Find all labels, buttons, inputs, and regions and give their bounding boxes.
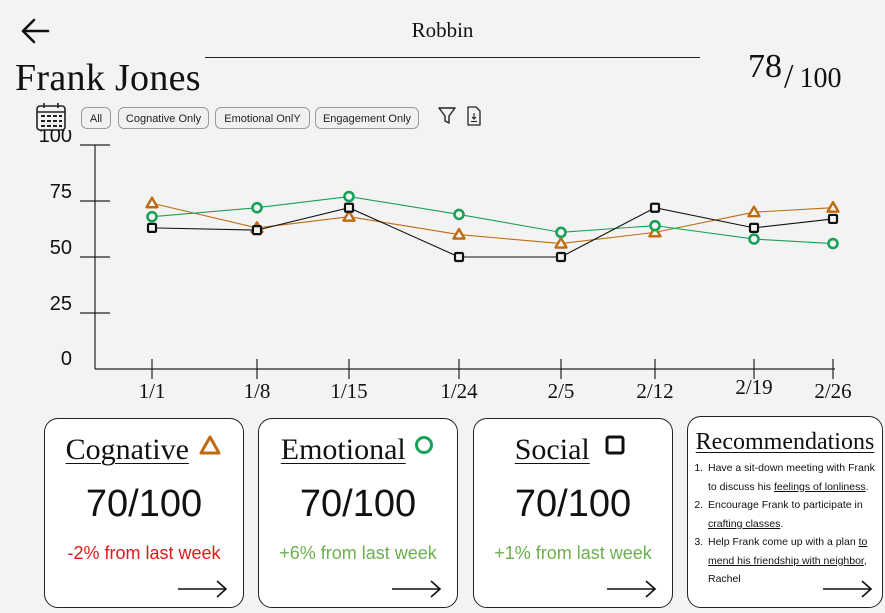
emotional-data-point xyxy=(748,233,760,245)
x-tick-label: 2/26 xyxy=(814,379,851,403)
x-tick-label: 1/1 xyxy=(139,379,166,403)
cognitive-card-title-text: Cognative xyxy=(65,433,189,466)
social-data-point xyxy=(827,213,839,225)
arrow-right-icon[interactable] xyxy=(391,579,443,599)
recommendation-text: , Rachel xyxy=(708,554,867,586)
cognitive-data-point xyxy=(648,225,662,238)
funnel-filter-icon[interactable] xyxy=(438,106,456,126)
chart-axes xyxy=(80,144,835,379)
x-tick-label: 1/8 xyxy=(244,379,271,403)
social-data-point xyxy=(146,222,158,233)
x-tick-label: 2/19 xyxy=(735,375,772,399)
recommendation-item: Have a sit-down meeting with Frank to di… xyxy=(706,459,876,496)
social-score-card[interactable]: Social 70/100 +1% from last week xyxy=(473,418,673,608)
emotional-data-point xyxy=(649,219,661,232)
triangle-icon xyxy=(199,435,221,455)
recommendation-item: Help Frank come up with a plan to mend h… xyxy=(706,533,876,589)
calendar-icon[interactable] xyxy=(35,102,67,132)
circle-icon xyxy=(415,436,434,454)
recommendation-link[interactable]: crafting classes xyxy=(708,517,781,530)
header-divider xyxy=(205,57,700,58)
trend-line-chart: 100 75 50 25 0 1/1 1/8 1/15 1/24 2/5 2/12 2/19 2/26 xyxy=(39,130,852,403)
cognitive-data-point xyxy=(452,227,466,240)
social-weekly-change: +1% from last week xyxy=(494,543,652,563)
overall-score: 78/100 xyxy=(748,48,842,96)
emotional-card-title: Emotional xyxy=(259,433,457,467)
x-tick-label: 1/15 xyxy=(330,379,367,403)
x-tick-label: 1/24 xyxy=(440,379,478,403)
emotional-data-point xyxy=(251,201,263,214)
x-axis-labels: 1/1 1/8 1/15 1/24 2/5 2/12 2/19 2/26 xyxy=(139,375,852,403)
emotional-data-point xyxy=(555,226,567,239)
arrow-right-icon[interactable] xyxy=(606,579,658,599)
cognitive-data-point xyxy=(826,201,840,213)
patient-name: Frank Jones xyxy=(15,57,201,99)
cognitive-data-point xyxy=(747,205,761,218)
recommendation-text: Help Frank come up with a plan xyxy=(708,536,859,548)
social-card-title: Social xyxy=(474,433,672,467)
emotional-score-card[interactable]: Emotional 70/100 +6% from last week xyxy=(258,418,458,608)
recommendation-text: . xyxy=(865,480,869,493)
emotional-data-point xyxy=(146,210,158,223)
arrow-right-icon[interactable] xyxy=(822,579,874,599)
social-data-point xyxy=(453,251,465,263)
social-card-title-text: Social xyxy=(514,433,590,466)
recommendation-text: Encourage Frank to participate in xyxy=(708,499,863,511)
y-tick-label: 100 xyxy=(39,130,72,147)
emotional-data-point xyxy=(827,237,839,250)
social-score-value: 70/100 xyxy=(514,483,632,525)
recommendation-item: Encourage Frank to participate in crafti… xyxy=(706,496,876,533)
recommendations-list: Have a sit-down meeting with Frank to di… xyxy=(694,459,876,589)
emotional-data-point xyxy=(343,190,355,203)
back-arrow-icon[interactable] xyxy=(18,14,52,48)
emotional-score-value: 70/100 xyxy=(299,483,417,525)
social-data-point xyxy=(555,251,567,263)
document-download-icon[interactable] xyxy=(466,106,482,126)
cognitive-score-card[interactable]: Cognative 70/100 -2% from last week xyxy=(44,418,244,608)
social-series-line xyxy=(151,207,834,258)
emotional-card-title-text: Emotional xyxy=(280,433,406,466)
filter-cognitive-chip[interactable]: Cognative Only xyxy=(118,107,209,129)
y-tick-label: 25 xyxy=(50,293,72,315)
recommendation-text: . xyxy=(780,517,784,530)
emotional-weekly-change: +6% from last week xyxy=(279,543,437,563)
filter-engagement-chip[interactable]: Engagement Only xyxy=(315,107,419,129)
chart-series xyxy=(145,190,840,263)
square-icon xyxy=(605,435,625,455)
social-data-point xyxy=(251,225,263,236)
score-slash: / xyxy=(784,58,794,95)
recommendations-title: Recommendations xyxy=(688,429,882,456)
cognitive-card-title: Cognative xyxy=(45,433,243,467)
cognitive-data-point xyxy=(554,236,568,249)
y-tick-label: 50 xyxy=(50,237,72,259)
social-data-point xyxy=(748,222,760,233)
score-value: 78 xyxy=(748,48,782,85)
emotional-series-line xyxy=(151,195,834,245)
score-max: 100 xyxy=(799,63,842,94)
emotional-data-point xyxy=(453,208,465,221)
recommendation-text: Have a sit-down meeting with Frank to di… xyxy=(708,462,875,493)
recommendations-card[interactable]: Recommendations Have a sit-down meeting … xyxy=(687,416,883,608)
cognitive-data-point xyxy=(145,196,159,209)
social-data-point xyxy=(649,202,661,213)
x-tick-label: 2/5 xyxy=(548,379,575,403)
y-tick-label: 75 xyxy=(50,181,72,203)
recommendation-link[interactable]: feelings of lonliness xyxy=(773,480,866,493)
filter-all-chip[interactable]: All xyxy=(81,107,111,129)
cognitive-score-value: 70/100 xyxy=(85,483,203,525)
recommendation-link[interactable]: to mend his friendship with neighbor xyxy=(708,536,868,567)
y-tick-label: 0 xyxy=(61,348,72,370)
cognitive-data-point xyxy=(342,209,356,222)
y-axis-labels: 100 75 50 25 0 xyxy=(39,130,72,370)
cognitive-weekly-change: -2% from last week xyxy=(67,543,221,563)
user-name: Robbin xyxy=(411,18,474,42)
social-data-point xyxy=(343,202,355,213)
filter-emotional-chip[interactable]: Emotional OnlY xyxy=(215,107,310,129)
x-tick-label: 2/12 xyxy=(636,379,673,403)
recommendations-title-text: Recommendations xyxy=(695,429,875,455)
arrow-right-icon[interactable] xyxy=(177,579,229,599)
